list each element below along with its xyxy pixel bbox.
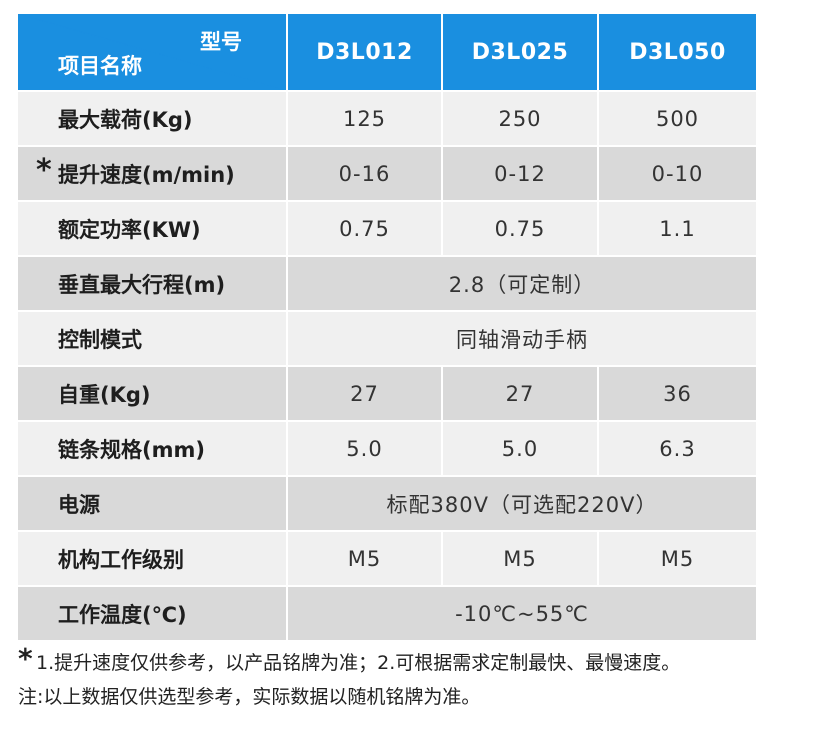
cell-value: M5 [287,531,443,587]
model-header-3: D3L050 [598,14,756,92]
cell-value: 1.1 [598,201,756,257]
row-label: 提升速度(m/min) [58,162,235,187]
model-header-1: D3L012 [287,14,443,92]
row-label: 垂直最大行程(m) [18,256,288,312]
cell-value: 0-16 [287,146,443,202]
corner-item-label: 项目名称 [58,54,142,78]
table-row-duty-class: 机构工作级别 M5 M5 M5 [18,531,756,587]
cell-value: 5.0 [287,421,443,477]
spec-table: 型号 项目名称 D3L012 D3L025 D3L050 最大载荷(Kg) 12… [18,14,756,642]
row-label: 自重(Kg) [18,366,288,422]
table-row-max-load: 最大载荷(Kg) 125 250 500 [18,91,756,147]
asterisk-mark: * [18,642,33,675]
cell-value: 27 [442,366,599,422]
corner-model-label: 型号 [200,30,242,54]
diagonal-divider [18,14,286,90]
header-corner-cell: 型号 项目名称 [18,14,288,92]
row-label: 电源 [18,476,288,532]
table-row-vertical-travel: 垂直最大行程(m) 2.8（可定制） [18,256,756,312]
asterisk-mark: * [36,153,52,188]
cell-value-merged: 标配380V（可选配220V） [287,476,756,532]
row-label: 链条规格(mm) [18,421,288,477]
cell-value: 0.75 [442,201,599,257]
row-label: 机构工作级别 [18,531,288,587]
cell-value: 0-10 [598,146,756,202]
cell-value: 0-12 [442,146,599,202]
table-row-self-weight: 自重(Kg) 27 27 36 [18,366,756,422]
footnote-1-text: 1.提升速度仅供参考，以产品铭牌为准；2.可根据需求定制最快、最慢速度。 [36,652,681,674]
cell-value-merged: 同轴滑动手柄 [287,311,756,367]
table-row-lift-speed: * 提升速度(m/min) 0-16 0-12 0-10 [18,146,756,202]
cell-value: 36 [598,366,756,422]
row-label-cell: * 提升速度(m/min) [18,146,288,202]
footnote-1: * 1.提升速度仅供参考，以产品铭牌为准；2.可根据需求定制最快、最慢速度。 [18,642,681,680]
table-row-power-supply: 电源 标配380V（可选配220V） [18,476,756,532]
model-header-2: D3L025 [442,14,599,92]
table-row-temperature: 工作温度(℃) -10℃~55℃ [18,586,756,642]
table-row-control-mode: 控制模式 同轴滑动手柄 [18,311,756,367]
row-label: 最大载荷(Kg) [18,91,288,147]
row-label: 额定功率(KW) [18,201,288,257]
footnotes: * 1.提升速度仅供参考，以产品铭牌为准；2.可根据需求定制最快、最慢速度。 注… [18,642,681,714]
row-label: 工作温度(℃) [18,586,288,642]
cell-value-merged: 2.8（可定制） [287,256,756,312]
row-label: 控制模式 [18,311,288,367]
cell-value-merged: -10℃~55℃ [287,586,756,642]
footnote-2: 注:以上数据仅供选型参考，实际数据以随机铭牌为准。 [18,686,481,708]
cell-value: M5 [598,531,756,587]
cell-value: 500 [598,91,756,147]
table-row-chain-spec: 链条规格(mm) 5.0 5.0 6.3 [18,421,756,477]
cell-value: M5 [442,531,599,587]
cell-value: 0.75 [287,201,443,257]
cell-value: 125 [287,91,443,147]
header-row: 型号 项目名称 D3L012 D3L025 D3L050 [18,14,756,92]
cell-value: 250 [442,91,599,147]
cell-value: 27 [287,366,443,422]
cell-value: 5.0 [442,421,599,477]
table-row-rated-power: 额定功率(KW) 0.75 0.75 1.1 [18,201,756,257]
cell-value: 6.3 [598,421,756,477]
